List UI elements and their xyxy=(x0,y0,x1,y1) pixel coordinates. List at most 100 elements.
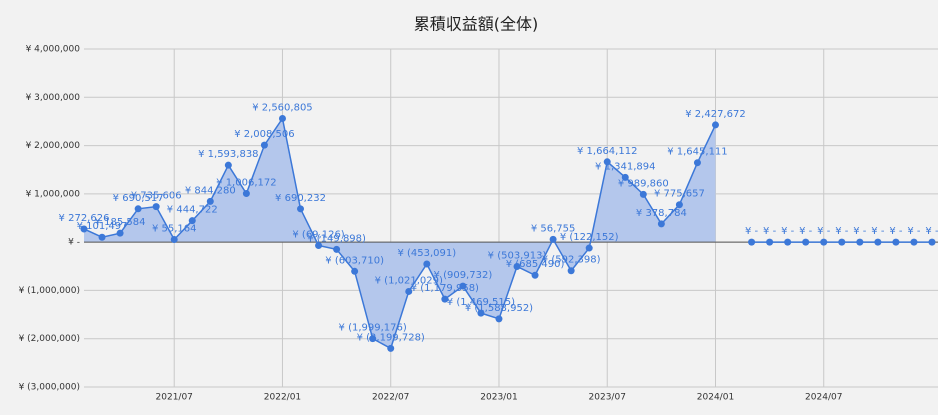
point xyxy=(260,141,268,149)
y-tick-label: ¥ (1,000,000) xyxy=(19,286,80,296)
x-tick-label: 2022/01 xyxy=(264,393,301,403)
point xyxy=(351,267,359,275)
point xyxy=(856,238,864,246)
value-label: ¥ (2,199,728) xyxy=(357,332,425,343)
point xyxy=(188,217,196,225)
point xyxy=(369,335,377,343)
point xyxy=(711,121,719,129)
point xyxy=(693,159,701,167)
value-label: ¥ - xyxy=(799,226,813,237)
value-label: ¥ 2,560,805 xyxy=(252,102,312,113)
point xyxy=(441,295,449,303)
value-label: ¥ (69,126) xyxy=(292,229,344,240)
point xyxy=(892,238,900,246)
point xyxy=(567,267,575,275)
point xyxy=(206,197,214,205)
point xyxy=(748,238,756,246)
y-tick-label: ¥ 4,000,000 xyxy=(26,45,81,55)
y-tick-label: ¥ - xyxy=(68,238,80,248)
value-label: ¥ - xyxy=(853,226,867,237)
point xyxy=(80,225,88,233)
value-label: ¥ 690,232 xyxy=(275,193,326,204)
y-tick-label: ¥ 3,000,000 xyxy=(26,93,81,103)
value-label: ¥ 1,645,111 xyxy=(667,147,727,158)
point xyxy=(657,220,665,228)
x-tick-label: 2023/01 xyxy=(480,393,517,403)
value-label: ¥ - xyxy=(745,226,759,237)
value-label: ¥ (122,152) xyxy=(560,232,619,243)
value-label: ¥ (592,398) xyxy=(542,255,601,266)
value-label: ¥ (685,490) xyxy=(506,259,565,270)
point xyxy=(585,244,593,252)
value-label: ¥ (1,588,952) xyxy=(465,303,533,314)
point xyxy=(531,271,539,279)
value-label: ¥ 2,427,672 xyxy=(685,109,745,120)
point xyxy=(928,238,936,246)
value-label: ¥ (603,710) xyxy=(325,255,384,266)
point xyxy=(333,245,341,253)
value-label: ¥ (1,469,515) xyxy=(447,297,515,308)
value-label: ¥ (909,732) xyxy=(434,270,493,281)
x-tick-label: 2024/07 xyxy=(805,393,842,403)
value-label: ¥ 1,006,172 xyxy=(216,178,276,189)
value-label: ¥ 185,584 xyxy=(95,217,146,228)
value-label: ¥ 272,626 xyxy=(59,213,110,224)
area xyxy=(84,118,716,349)
value-label: ¥ (453,091) xyxy=(397,248,456,259)
point xyxy=(224,161,232,169)
point xyxy=(477,309,485,317)
point xyxy=(513,262,521,270)
value-label: ¥ - xyxy=(781,226,795,237)
point xyxy=(621,173,629,181)
point xyxy=(766,238,774,246)
value-label: ¥ 2,008,506 xyxy=(234,129,294,140)
point xyxy=(838,238,846,246)
point xyxy=(242,190,250,198)
point xyxy=(98,233,106,241)
value-label: ¥ - xyxy=(907,226,921,237)
value-label: ¥ - xyxy=(817,226,831,237)
value-label: ¥ 989,860 xyxy=(618,178,669,189)
value-label: ¥ (1,021,029) xyxy=(375,275,443,286)
value-label: ¥ 1,341,894 xyxy=(595,161,655,172)
point xyxy=(603,158,611,166)
value-label: ¥ - xyxy=(889,226,903,237)
y-tick-label: ¥ (2,000,000) xyxy=(19,334,80,344)
point xyxy=(495,315,503,323)
point xyxy=(459,282,467,290)
point xyxy=(297,205,305,213)
value-label: ¥ 378,784 xyxy=(636,208,687,219)
value-label: ¥ 444,722 xyxy=(167,205,218,216)
value-label: ¥ - xyxy=(763,226,777,237)
value-label: ¥ (503,913) xyxy=(488,250,547,261)
point xyxy=(315,241,323,249)
point xyxy=(134,205,142,213)
y-tick-label: ¥ 2,000,000 xyxy=(26,141,81,151)
value-label: ¥ 844,280 xyxy=(185,185,236,196)
value-label: ¥ (149,898) xyxy=(307,233,366,244)
point xyxy=(820,238,828,246)
value-label: ¥ 1,664,112 xyxy=(577,146,637,157)
chart-title: 累積収益額(全体) xyxy=(414,15,539,34)
point xyxy=(874,238,882,246)
value-label: ¥ 775,657 xyxy=(654,189,705,200)
point xyxy=(910,238,918,246)
value-label: ¥ 101,497 xyxy=(77,221,128,232)
point xyxy=(170,235,178,243)
value-label: ¥ - xyxy=(925,226,938,237)
point xyxy=(423,260,431,268)
value-label: ¥ 1,593,838 xyxy=(198,149,258,160)
y-tick-label: ¥ (3,000,000) xyxy=(19,383,80,393)
y-tick-label: ¥ 1,000,000 xyxy=(26,189,81,199)
point xyxy=(387,344,395,352)
point xyxy=(675,201,683,209)
value-label: ¥ - xyxy=(871,226,885,237)
value-label: ¥ 690,517 xyxy=(113,193,164,204)
value-label: ¥ - xyxy=(835,226,849,237)
x-tick-label: 2022/07 xyxy=(372,393,409,403)
point xyxy=(802,238,810,246)
value-label: ¥ 56,755 xyxy=(531,223,576,234)
point xyxy=(549,235,557,243)
